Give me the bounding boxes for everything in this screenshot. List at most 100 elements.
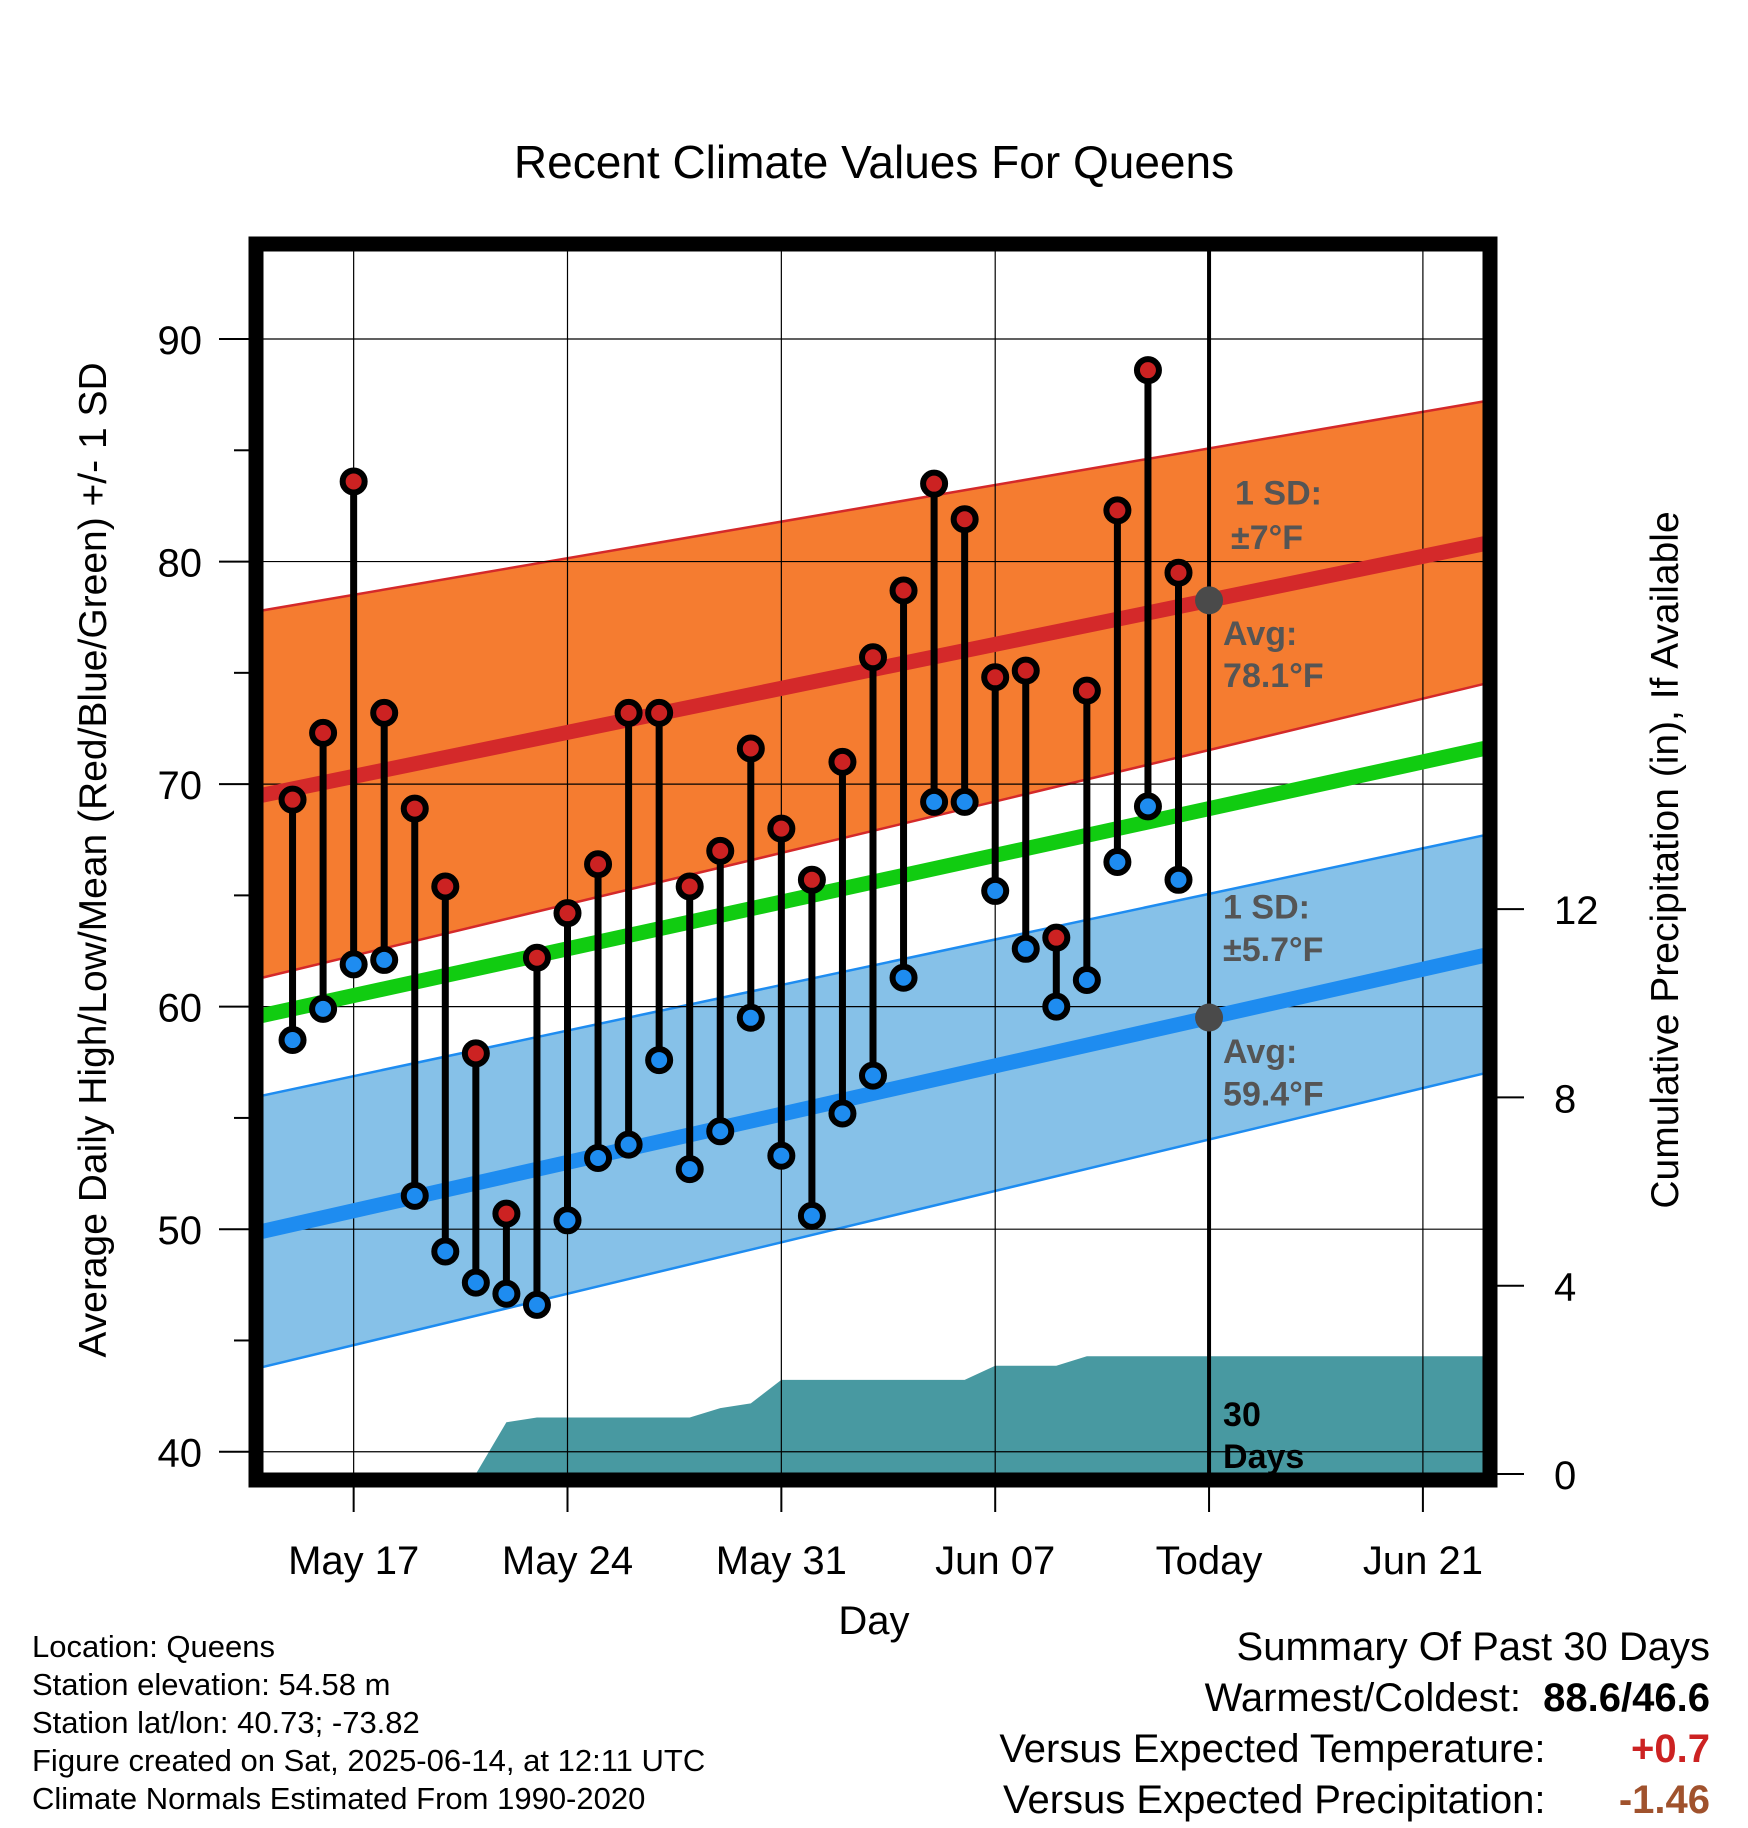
summary-panel: Summary Of Past 30 Days Warmest/Coldest:… bbox=[999, 1622, 1710, 1826]
daily-low-point bbox=[278, 1026, 307, 1055]
station-info: Location: Queens Station elevation: 54.5… bbox=[32, 1628, 705, 1818]
temp-vs-expected-label: Versus Expected Temperature: bbox=[999, 1727, 1546, 1771]
daily-high-point bbox=[614, 698, 643, 727]
daily-low-point bbox=[859, 1061, 887, 1090]
plot-frame bbox=[248, 236, 1498, 1488]
high-sd-value: ±7°F bbox=[1231, 519, 1303, 557]
y-axis-right-title: Cumulative Precipitation (in), If Availa… bbox=[1644, 511, 1687, 1208]
daily-low-point bbox=[492, 1279, 521, 1308]
created-text: Figure created on Sat, 2025-06-14, at 12… bbox=[32, 1743, 706, 1778]
daily-high-point bbox=[767, 814, 796, 843]
daily-low-point bbox=[400, 1181, 429, 1210]
daily-low-point bbox=[1042, 992, 1071, 1021]
daily-low-point bbox=[920, 787, 949, 816]
high-avg-label: Avg: bbox=[1223, 615, 1297, 653]
daily-high-point bbox=[1011, 656, 1040, 685]
y-left-tick-label: 80 bbox=[158, 542, 203, 586]
daily-high-point bbox=[492, 1199, 521, 1228]
warm-cold-label: Warmest/Coldest: bbox=[1204, 1676, 1521, 1720]
y-right-tick-label: 12 bbox=[1554, 889, 1599, 933]
x-tick-label: May 24 bbox=[502, 1539, 633, 1583]
daily-high-point bbox=[553, 899, 582, 928]
daily-high-point bbox=[1133, 356, 1162, 385]
y-right-tick-label: 4 bbox=[1554, 1266, 1576, 1310]
low-avg-label: Avg: bbox=[1223, 1033, 1297, 1071]
y-axis-left-title: Average Daily High/Low/Mean (Red/Blue/Gr… bbox=[72, 362, 115, 1357]
daily-low-point bbox=[950, 787, 979, 816]
daily-high-point bbox=[370, 698, 399, 727]
low-avg-value: 59.4°F bbox=[1223, 1075, 1324, 1113]
x-tick-label: May 17 bbox=[288, 1539, 419, 1583]
low-normal-line bbox=[260, 948, 1486, 1239]
daily-low-point bbox=[889, 963, 918, 992]
x-tick-label: Jun 21 bbox=[1363, 1539, 1483, 1583]
normals-text: Climate Normals Estimated From 1990-2020 bbox=[32, 1781, 646, 1816]
daily-high-point bbox=[950, 505, 979, 534]
x-tick-label: Jun 07 bbox=[935, 1539, 1055, 1583]
daily-low-point bbox=[431, 1237, 460, 1266]
daily-low-point bbox=[736, 1003, 765, 1032]
today-low-avg-marker bbox=[1195, 1003, 1224, 1032]
precip-area bbox=[475, 1356, 1485, 1474]
location-text: Location: Queens bbox=[32, 1629, 276, 1664]
temp-vs-expected-value: +0.7 bbox=[1631, 1727, 1710, 1771]
daily-high-point bbox=[645, 698, 674, 727]
daily-low-point bbox=[1011, 934, 1040, 963]
daily-low-point bbox=[645, 1046, 674, 1075]
precip-label-days: Days bbox=[1223, 1438, 1304, 1476]
y-left-tick-label: 50 bbox=[158, 1209, 203, 1253]
low-band-lower-edge bbox=[261, 1072, 1485, 1369]
daily-high-point bbox=[859, 643, 887, 672]
x-tick-label: Today bbox=[1156, 1539, 1263, 1583]
daily-high-point bbox=[675, 872, 704, 901]
y-left-tick-label: 90 bbox=[158, 319, 203, 363]
x-tick-label: May 31 bbox=[716, 1539, 847, 1583]
y-right-tick-label: 8 bbox=[1554, 1077, 1576, 1121]
y-right-tick-label: 0 bbox=[1554, 1454, 1576, 1498]
high-avg-value: 78.1°F bbox=[1223, 657, 1324, 695]
latlon-text: Station lat/lon: 40.73; -73.82 bbox=[32, 1705, 420, 1740]
high-sd-label: 1 SD: bbox=[1235, 475, 1322, 513]
daily-low-point bbox=[553, 1206, 582, 1235]
chart-title: Recent Climate Values For Queens bbox=[514, 136, 1234, 188]
daily-high-point bbox=[1042, 923, 1071, 952]
daily-high-point bbox=[522, 943, 551, 972]
y-left-tick-label: 60 bbox=[158, 987, 203, 1031]
daily-low-point bbox=[1103, 848, 1132, 876]
daily-high-point bbox=[278, 785, 307, 814]
daily-high-point bbox=[431, 872, 460, 901]
daily-high-point bbox=[461, 1039, 490, 1068]
daily-high-point bbox=[920, 469, 949, 498]
warm-cold-value: 88.6/46.6 bbox=[1543, 1676, 1710, 1720]
low-sd-value: ±5.7°F bbox=[1223, 931, 1323, 969]
y-left-tick-label: 40 bbox=[158, 1432, 203, 1476]
y-left-tick-label: 70 bbox=[158, 764, 203, 808]
daily-low-point bbox=[339, 950, 368, 979]
daily-high-point bbox=[339, 467, 368, 496]
daily-high-point bbox=[1164, 558, 1193, 587]
daily-high-point bbox=[1103, 496, 1132, 525]
daily-low-point bbox=[614, 1130, 643, 1159]
daily-low-point bbox=[522, 1290, 551, 1319]
elevation-text: Station elevation: 54.58 m bbox=[32, 1667, 391, 1702]
daily-high-point bbox=[1072, 676, 1101, 705]
daily-low-point bbox=[370, 945, 399, 974]
daily-high-point bbox=[828, 747, 857, 776]
daily-low-point bbox=[981, 876, 1010, 905]
daily-low-point bbox=[309, 994, 338, 1023]
today-high-avg-marker bbox=[1195, 586, 1224, 615]
high-band-upper-edge bbox=[261, 400, 1485, 612]
daily-high-point bbox=[706, 836, 735, 865]
precip-vs-expected-label: Versus Expected Precipitation: bbox=[1003, 1778, 1546, 1822]
precip-vs-expected-value: -1.46 bbox=[1618, 1778, 1710, 1822]
daily-low-point bbox=[767, 1141, 796, 1170]
daily-high-point bbox=[889, 576, 918, 605]
daily-high-point bbox=[736, 734, 765, 763]
daily-low-point bbox=[1072, 965, 1101, 994]
daily-low-point bbox=[1164, 865, 1193, 894]
low-sd-label: 1 SD: bbox=[1223, 889, 1310, 927]
daily-low-point bbox=[461, 1268, 490, 1297]
daily-high-point bbox=[400, 794, 429, 823]
daily-low-point bbox=[584, 1143, 613, 1172]
